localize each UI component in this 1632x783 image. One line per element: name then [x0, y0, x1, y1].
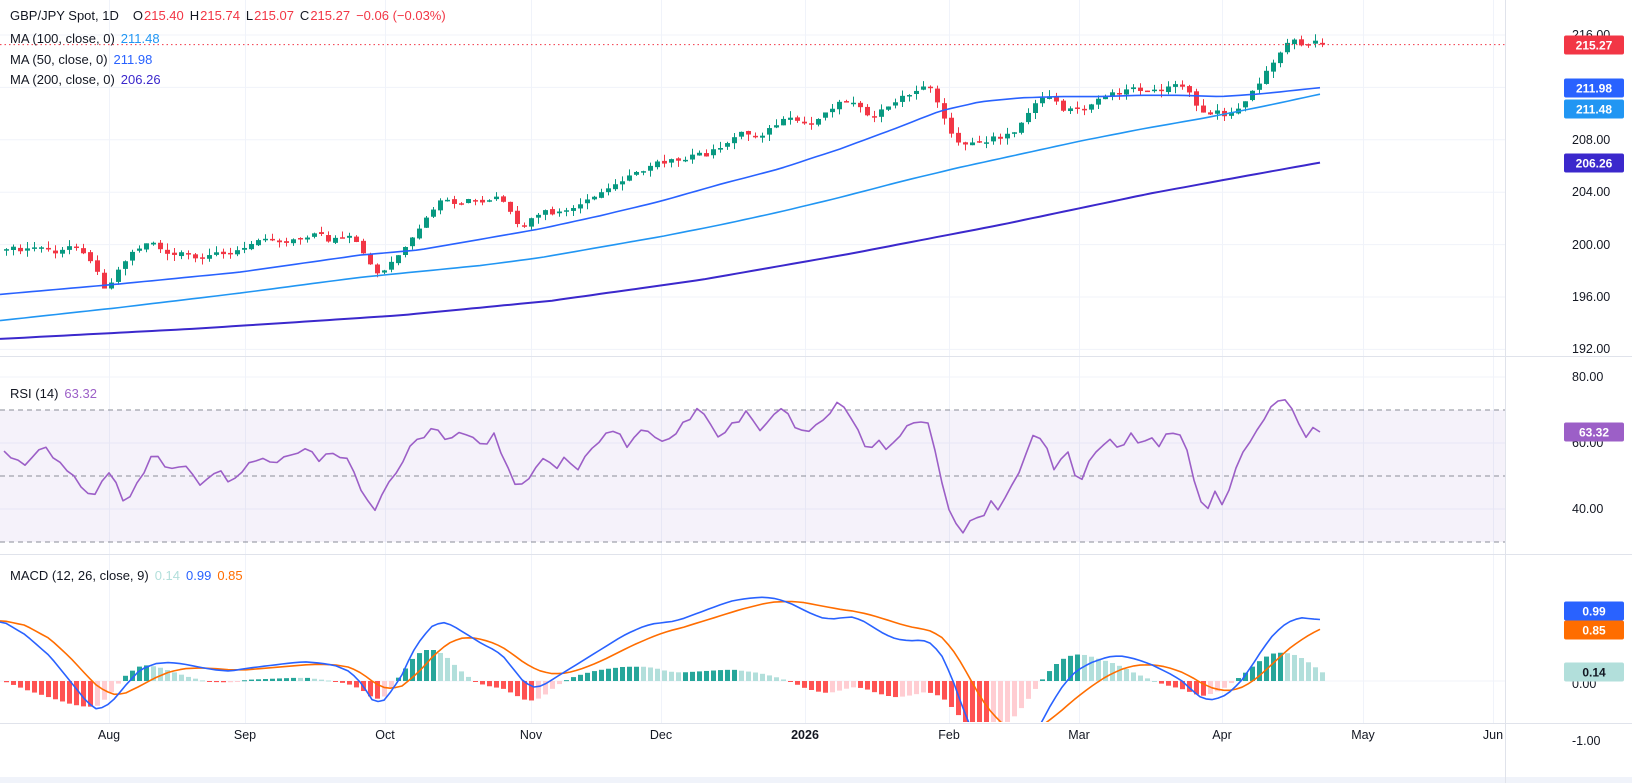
rsi-legend: RSI (14) 63.32	[10, 386, 97, 401]
price-axis-label: 192.00	[1572, 342, 1611, 357]
ma200-value: 206.26	[120, 72, 161, 87]
rsi-axis-label: 40.00	[1572, 502, 1604, 516]
pane-separator-price-rsi[interactable]	[0, 356, 1632, 357]
macd-signal-value: 0.85	[217, 568, 243, 583]
pane-separator-rsi-macd[interactable]	[0, 554, 1632, 555]
high-label: H	[189, 8, 200, 23]
high-value: 215.74	[200, 8, 240, 23]
price-axis-label: 200.00	[1572, 237, 1611, 252]
low-value: 215.07	[254, 8, 294, 23]
macd-hist-badge: 0.14	[1564, 662, 1624, 682]
time-axis-label: Feb	[938, 728, 960, 742]
close-value: 215.27	[310, 8, 351, 23]
ma50-badge: 211.98	[1564, 78, 1624, 98]
time-axis-label: Apr	[1212, 728, 1232, 742]
time-axis-label: Nov	[519, 728, 543, 742]
low-label: L	[245, 8, 254, 23]
price-axis-label: 208.00	[1572, 132, 1611, 147]
time-axis-label: Dec	[649, 728, 673, 742]
symbol-legend: GBP/JPY Spot, 1D O 215.40 H 215.74 L 215.07…	[10, 8, 446, 23]
macd-label[interactable]: MACD (12, 26, close, 9)	[10, 568, 149, 583]
open-label: O	[132, 8, 143, 23]
time-axis-label: Sep	[233, 728, 257, 742]
macd-line-badge: 0.99	[1564, 601, 1624, 621]
time-axis-label: May	[1351, 728, 1375, 742]
time-axis-label: Jun	[1482, 728, 1504, 742]
ma200-legend: MA (200, close, 0) 206.26	[10, 72, 161, 87]
change-value: −0.06 (−0.03%)	[356, 8, 446, 23]
macd-legend: MACD (12, 26, close, 9) 0.14 0.99 0.85	[10, 568, 243, 583]
rsi-axis-label: 80.00	[1572, 370, 1604, 384]
open-value: 215.40	[144, 8, 184, 23]
ma100-badge: 211.48	[1564, 99, 1624, 119]
macd-axis-label: -1.00	[1572, 734, 1601, 748]
macd-line-value: 0.99	[186, 568, 212, 583]
ma100-value: 211.48	[120, 31, 160, 46]
rsi-label[interactable]: RSI (14)	[10, 386, 59, 401]
rsi-value: 63.32	[64, 386, 97, 401]
ma50-value: 211.98	[113, 52, 153, 67]
ma100-label[interactable]: MA (100, close, 0)	[10, 31, 115, 46]
time-axis-label: Mar	[1068, 728, 1090, 742]
price-axis-label: 204.00	[1572, 185, 1611, 200]
macd-signal-badge: 0.85	[1564, 620, 1624, 640]
price-axis-label: 196.00	[1572, 290, 1611, 304]
ma200-label[interactable]: MA (200, close, 0)	[10, 72, 115, 87]
close-label: C	[299, 8, 310, 23]
price-scale-border	[1505, 0, 1506, 783]
pane-separator-time	[0, 723, 1632, 724]
symbol-title[interactable]: GBP/JPY Spot, 1D	[10, 8, 119, 23]
ma50-label[interactable]: MA (50, close, 0)	[10, 52, 108, 67]
time-axis-label: Oct	[375, 728, 395, 742]
time-axis-label: 2026	[791, 728, 819, 742]
ma50-legend: MA (50, close, 0) 211.98	[10, 52, 152, 67]
bottom-strip	[0, 777, 1632, 783]
rsi-badge: 63.32	[1564, 422, 1624, 442]
macd-hist-value: 0.14	[154, 568, 181, 583]
ma200-badge: 206.26	[1564, 153, 1624, 173]
time-axis-label: Aug	[97, 728, 121, 742]
current-price-badge: 215.27	[1564, 35, 1624, 55]
ma100-legend: MA (100, close, 0) 211.48	[10, 31, 160, 46]
